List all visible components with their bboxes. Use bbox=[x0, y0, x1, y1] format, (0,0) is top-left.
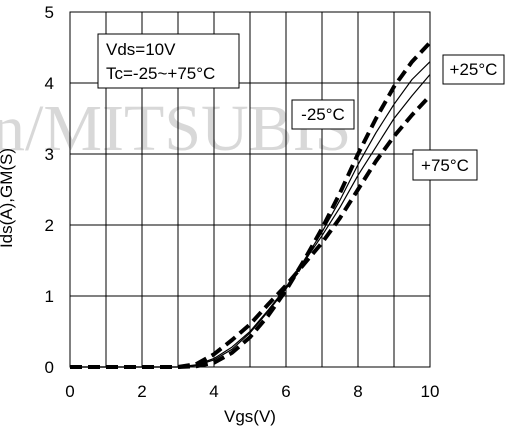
x-tick-labels: 0 2 4 6 8 10 bbox=[65, 382, 439, 401]
label-box-plus25 bbox=[442, 54, 505, 85]
y-tick-label: 0 bbox=[45, 358, 54, 377]
label-plus25: +25°C bbox=[450, 60, 498, 79]
x-tick-label: 10 bbox=[421, 382, 440, 401]
label-box-minus25 bbox=[291, 99, 355, 130]
y-tick-label: 3 bbox=[45, 145, 54, 164]
x-axis-label: Vgs(V) bbox=[224, 407, 276, 426]
x-tick-label: 0 bbox=[65, 382, 74, 401]
y-tick-label: 1 bbox=[45, 287, 54, 306]
condition-vds: Vds=10V bbox=[106, 40, 176, 59]
label-minus25: -25°C bbox=[301, 105, 345, 124]
plot-frame bbox=[69, 11, 431, 368]
y-tick-labels: 0 1 2 3 4 5 bbox=[45, 3, 54, 377]
condition-tc: Tc=-25~+75°C bbox=[106, 64, 215, 83]
series-line-dashed-upper bbox=[70, 41, 432, 369]
label-plus75: +75°C bbox=[421, 156, 469, 175]
x-tick-label: 8 bbox=[353, 382, 362, 401]
label-box-plus75 bbox=[412, 149, 478, 181]
series-line-75-c bbox=[70, 94, 432, 369]
conditions-box bbox=[97, 33, 240, 89]
series-group bbox=[70, 41, 432, 369]
x-tick-label: 2 bbox=[137, 382, 146, 401]
y-axis-label: Ids(A),GM(S) bbox=[0, 148, 16, 248]
y-tick-label: 4 bbox=[45, 74, 54, 93]
x-tick-label: 6 bbox=[281, 382, 290, 401]
x-tick-label: 4 bbox=[209, 382, 218, 401]
y-tick-label: 2 bbox=[45, 216, 54, 235]
y-tick-label: 5 bbox=[45, 3, 54, 22]
